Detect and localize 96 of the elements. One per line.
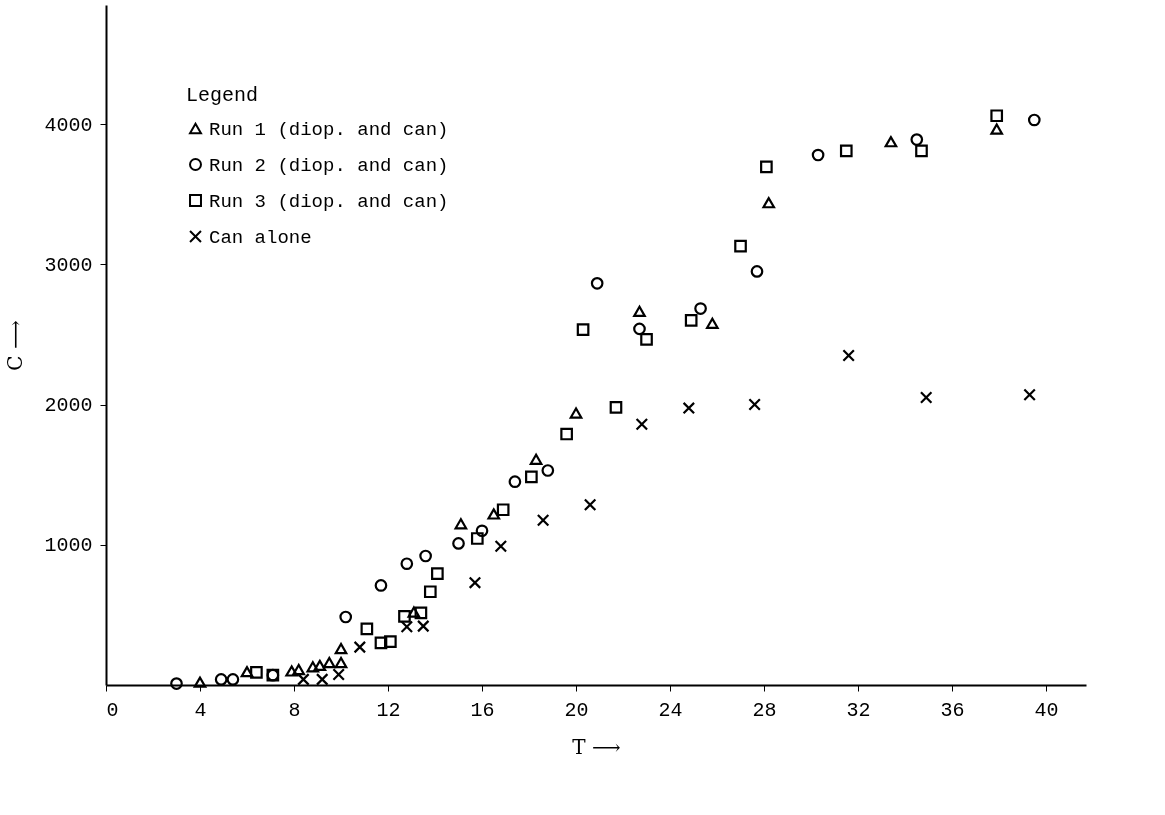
point: [640, 333, 653, 346]
point: [374, 579, 388, 592]
point: [910, 133, 924, 146]
y-tick-label: 4000: [44, 113, 93, 137]
x-tick-label: 32: [846, 698, 871, 722]
point: [292, 663, 306, 676]
point: [416, 619, 430, 633]
point: [536, 513, 550, 527]
point: [250, 666, 263, 679]
point: [635, 417, 649, 431]
point: [583, 498, 597, 512]
point: [842, 349, 855, 362]
point: [990, 109, 1004, 123]
point: [569, 407, 583, 419]
x-tick-label: 0: [106, 698, 119, 722]
point: [334, 642, 348, 655]
point: [322, 656, 336, 669]
point: [468, 576, 482, 589]
point: [529, 453, 543, 465]
point: [508, 475, 522, 489]
point: [431, 567, 444, 580]
y-axis-title: C ⟶: [3, 320, 28, 371]
legend-label: Run 3 (diop. and can): [209, 190, 449, 213]
point: [705, 317, 719, 329]
point: [407, 606, 421, 618]
point: [454, 518, 468, 530]
point: [400, 620, 414, 634]
x-axis-title: T ⟶: [572, 734, 621, 759]
point: [423, 585, 437, 599]
point: [193, 676, 207, 688]
point: [400, 557, 414, 571]
y-tick-label: 2000: [44, 394, 93, 418]
point: [525, 470, 538, 484]
point: [560, 427, 573, 441]
point: [226, 673, 240, 686]
point: [541, 464, 555, 477]
x-tick-label: 4: [194, 698, 207, 722]
point: [576, 323, 590, 336]
point: [734, 239, 747, 253]
point: [748, 398, 761, 411]
point: [1023, 388, 1036, 402]
point: [633, 305, 646, 317]
point: [839, 144, 853, 158]
point: [990, 123, 1004, 135]
point: [332, 668, 346, 681]
point: [694, 302, 707, 315]
point: [487, 508, 501, 520]
point: [214, 673, 228, 686]
x-tick-label: 16: [470, 698, 495, 722]
y-tick-label: 1000: [44, 534, 93, 558]
point: [240, 666, 254, 678]
point: [494, 539, 508, 553]
point: [414, 606, 428, 620]
point: [919, 391, 933, 404]
point: [682, 401, 696, 415]
point: [915, 144, 928, 158]
point: [760, 160, 773, 174]
point: [496, 503, 510, 517]
legend-label: Can alone: [209, 226, 312, 249]
point: [384, 635, 397, 648]
point: [590, 276, 604, 290]
point: [313, 659, 327, 672]
point: [306, 661, 320, 673]
point: [419, 549, 432, 563]
x-tick-label: 36: [940, 698, 965, 722]
point: [750, 265, 764, 278]
legend-label: Run 2 (diop. and can): [209, 154, 449, 177]
point: [339, 610, 353, 624]
x-tick-label: 24: [658, 698, 683, 722]
x-tick-label: 8: [288, 698, 301, 722]
point: [470, 532, 484, 545]
legend-title: Legend: [186, 84, 259, 107]
point: [374, 636, 388, 650]
point: [609, 401, 623, 414]
point: [811, 148, 825, 162]
point: [353, 640, 367, 654]
point: [315, 673, 329, 686]
x-tick-label: 40: [1034, 698, 1059, 722]
point: [633, 322, 646, 336]
point: [684, 314, 698, 327]
point: [1027, 113, 1041, 127]
legend-label: Run 1 (diop. and can): [209, 118, 449, 141]
x-tick-label: 28: [752, 698, 777, 722]
x-tick-label: 20: [564, 698, 589, 722]
point: [475, 524, 489, 538]
point: [170, 677, 183, 690]
point: [884, 136, 898, 148]
x-tick-label: 12: [376, 698, 401, 722]
point: [398, 609, 411, 623]
point: [762, 197, 776, 209]
point: [285, 665, 298, 677]
y-tick-label: 3000: [44, 253, 93, 277]
point: [452, 537, 465, 550]
point: [297, 673, 310, 686]
point: [360, 622, 374, 636]
point: [334, 656, 348, 669]
